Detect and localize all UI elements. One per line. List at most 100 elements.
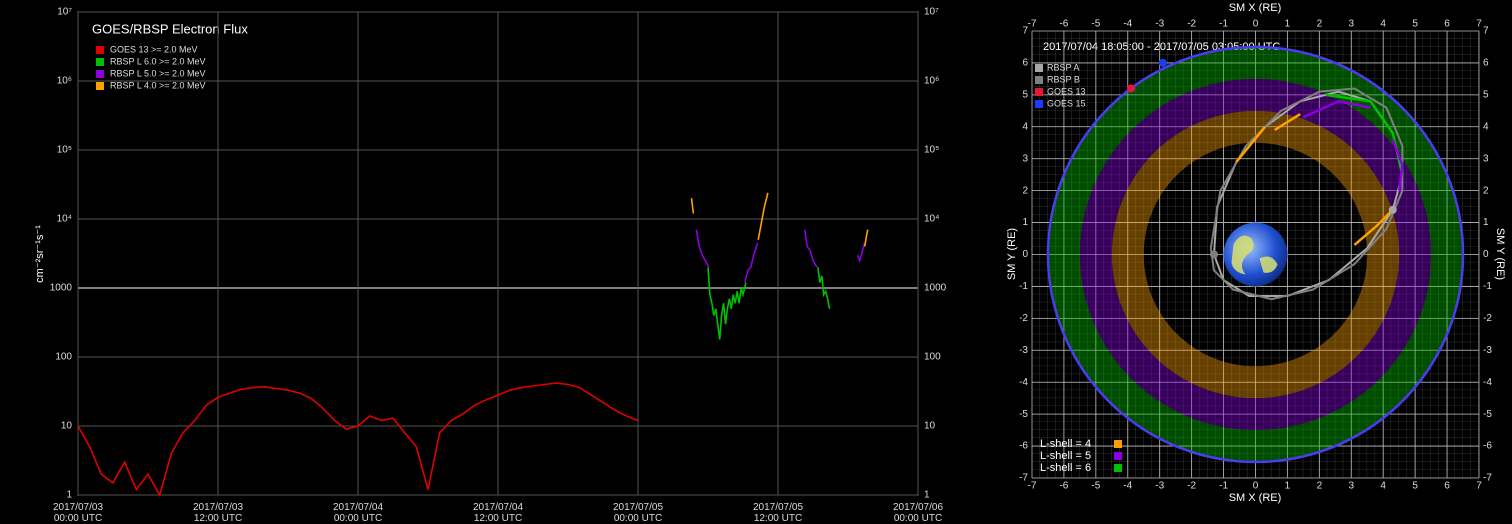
y-tick-label: 1: [1022, 217, 1028, 228]
legend-label: RBSP A: [1047, 62, 1079, 72]
y-tick-label-right: 1000: [924, 283, 947, 294]
legend-label: RBSP L 5.0 >= 2.0 MeV: [110, 68, 206, 78]
x-tick-label: -4: [1123, 19, 1132, 30]
x-tick-label: -5: [1091, 19, 1100, 30]
y-tick-label: -5: [1019, 409, 1028, 420]
y-tick-label: 5: [1022, 89, 1028, 100]
y-tick-label-right: -2: [1483, 313, 1492, 324]
y-tick-label: -1: [1019, 281, 1028, 292]
x-tick-label: 2017/07/03 12:00 UTC: [193, 502, 243, 524]
flux-segment: [1235, 125, 1267, 163]
legend-label: GOES 13: [1047, 86, 1086, 96]
y-tick-label: 0: [1022, 249, 1028, 260]
lshell-legend-swatch: [1114, 452, 1122, 460]
satellite: [1209, 250, 1218, 259]
series-line: [707, 267, 831, 340]
x-tick-label-bottom: 1: [1285, 481, 1291, 492]
y-tick-label-right: -4: [1483, 377, 1492, 388]
y-tick-label-right: 7: [1483, 26, 1489, 37]
x-tick-label-bottom: -5: [1091, 481, 1100, 492]
y-tick-label-right: 2: [1483, 185, 1489, 196]
satellite: [1158, 58, 1167, 67]
y-tick-label-right: 4: [1483, 121, 1489, 132]
flux-segment: [1353, 208, 1394, 246]
y-tick-label-right: 100: [924, 352, 941, 363]
legend-label: GOES 13 >= 2.0 MeV: [110, 44, 198, 54]
x-tick-label: 2017/07/04 00:00 UTC: [333, 502, 383, 524]
y-tick-label-right: 10⁵: [924, 145, 939, 156]
x-tick-label: 2017/07/03 00:00 UTC: [53, 502, 103, 524]
x-tick-label: -3: [1155, 19, 1164, 30]
y-tick-label-right: 0: [1483, 249, 1489, 260]
x-tick-label-bottom: 4: [1380, 481, 1386, 492]
y-tick-label: 7: [1022, 26, 1028, 37]
orbit-chart: SM X (RE) SM X (RE) SM Y (RE) SM Y (RE) …: [1006, 2, 1506, 504]
lshell-legend-swatch: [1114, 440, 1122, 448]
flux-segment: [1302, 99, 1371, 119]
x-tick-label: 4: [1380, 19, 1386, 30]
y-tick-label-right: 10⁶: [924, 76, 939, 87]
x-tick-label-bottom: -7: [1028, 481, 1037, 492]
y-tick-label-right: 10⁴: [924, 214, 939, 225]
legend-label: RBSP L 4.0 >= 2.0 MeV: [110, 80, 206, 90]
x-tick-label: -7: [1028, 19, 1037, 30]
x-tick-label: 2017/07/06 00:00 UTC: [893, 502, 943, 524]
x-axis-label: SM X (RE): [1229, 2, 1282, 14]
chart-title: GOES/RBSP Electron Flux: [92, 21, 248, 36]
y-tick-label: 4: [1022, 121, 1028, 132]
y-tick-label: 10: [61, 421, 73, 432]
y-tick-label-right: -7: [1483, 473, 1492, 484]
earth-land: [1231, 235, 1278, 275]
y-tick-label: 10⁵: [57, 145, 72, 156]
satellite: [1126, 84, 1135, 93]
y-tick-label-right: 1: [1483, 217, 1489, 228]
x-tick-label: -6: [1059, 19, 1068, 30]
legend-swatch: [1035, 76, 1043, 84]
legend-swatch: [96, 70, 104, 78]
y-tick-label: 1: [66, 490, 72, 501]
y-tick-label-right: 5: [1483, 89, 1489, 100]
series-line: [695, 229, 866, 283]
legend-label: RBSP B: [1047, 74, 1080, 84]
y-tick-label: -4: [1019, 377, 1028, 388]
geo-orbit: [1046, 45, 1465, 464]
flux-segment: [1391, 139, 1404, 191]
x-tick-label: 5: [1412, 19, 1418, 30]
y-tick-label: 3: [1022, 153, 1028, 164]
lshell-legend-label: L-shell = 6: [1040, 462, 1091, 474]
x-tick-label: 2017/07/04 12:00 UTC: [473, 502, 523, 524]
y-tick-label-right: 3: [1483, 153, 1489, 164]
x-tick-label: 2: [1317, 19, 1323, 30]
x-tick-label-bottom: -3: [1155, 481, 1164, 492]
series-line: [77, 382, 639, 498]
x-tick-label: -2: [1187, 19, 1196, 30]
legend-label: GOES 15: [1047, 98, 1086, 108]
y-tick-label: 10⁷: [57, 7, 72, 18]
y-tick-label: -6: [1019, 441, 1028, 452]
x-tick-label: -1: [1219, 19, 1228, 30]
legend-swatch: [1035, 64, 1043, 72]
y-tick-label-right: 1: [924, 490, 930, 501]
x-tick-label: 2017/07/05 12:00 UTC: [753, 502, 803, 524]
x-tick-label-bottom: 0: [1253, 481, 1259, 492]
lshell-legend-swatch: [1114, 464, 1122, 472]
x-tick-label-bottom: 2: [1317, 481, 1323, 492]
x-tick-label: 7: [1476, 19, 1482, 30]
y-axis-label-right: SM Y (RE): [1494, 228, 1506, 280]
legend-label: RBSP L 6.0 >= 2.0 MeV: [110, 56, 206, 66]
y-axis-label: cm⁻²sr⁻¹s⁻¹: [34, 225, 46, 283]
y-tick-label: 100: [55, 352, 72, 363]
y-tick-label-right: 10⁷: [924, 7, 939, 18]
x-tick-label-bottom: -2: [1187, 481, 1196, 492]
y-tick-label-right: -3: [1483, 345, 1492, 356]
x-tick-label-bottom: 6: [1444, 481, 1450, 492]
flux-segment: [1273, 112, 1301, 132]
lshell-legend-label: L-shell = 4: [1040, 438, 1091, 450]
x-axis-label-bottom: SM X (RE): [1229, 492, 1282, 504]
y-tick-label-right: 6: [1483, 58, 1489, 69]
x-tick-label-bottom: 7: [1476, 481, 1482, 492]
x-tick-label: 6: [1444, 19, 1450, 30]
x-tick-label: 1: [1285, 19, 1291, 30]
y-tick-label-right: -1: [1483, 281, 1492, 292]
